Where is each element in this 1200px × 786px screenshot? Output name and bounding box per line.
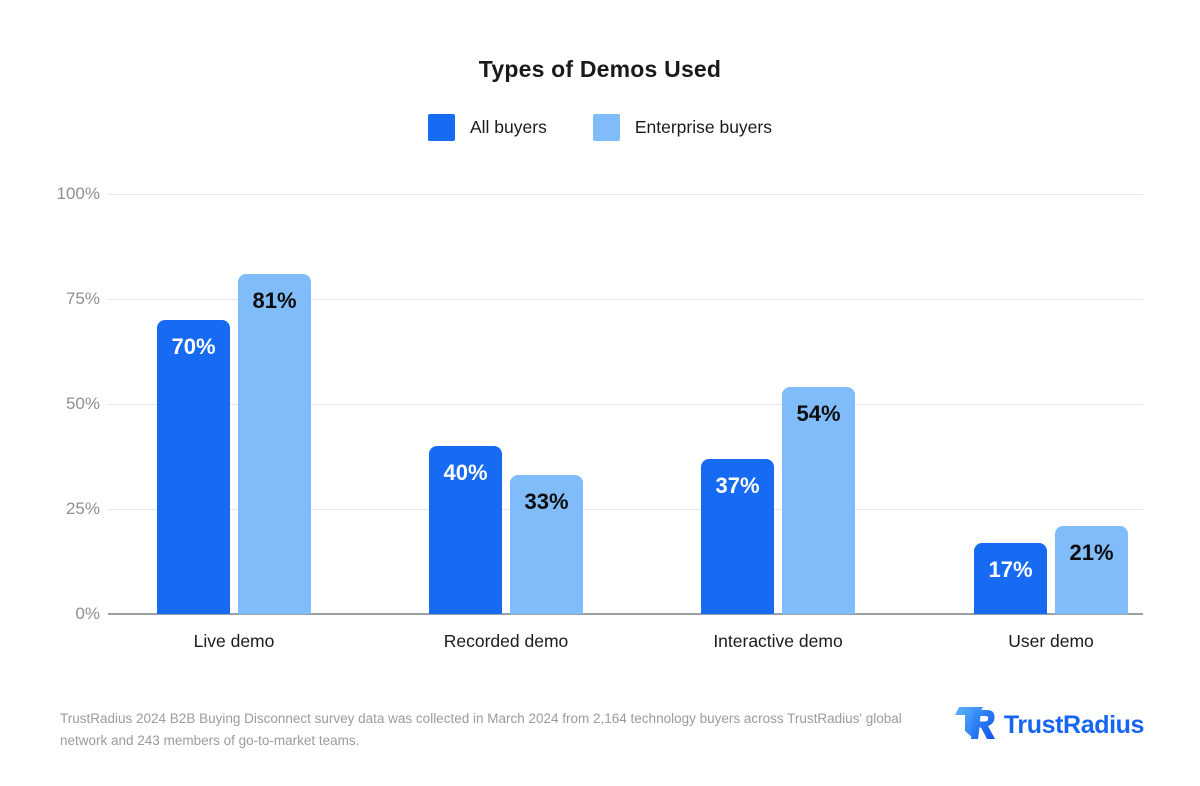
bar-value-label: 21% (1069, 539, 1114, 565)
y-tick-label-25: 25% (65, 499, 100, 518)
y-tick-label-50: 50% (65, 394, 100, 413)
bar-group-interactive-demo: 37% 54% (701, 194, 855, 614)
gridline-50 (108, 404, 1143, 405)
legend-label: All buyers (470, 117, 547, 137)
x-category-label-user-demo: User demo (1008, 631, 1094, 651)
bar-value-label: 33% (524, 489, 569, 515)
brand-wordmark: TrustRadius (1003, 711, 1144, 739)
gridline-100 (108, 194, 1143, 195)
bar-enterprise-buyers-live-demo: 81% (238, 273, 311, 614)
trustradius-logo-icon (951, 702, 997, 749)
bar-enterprise-buyers-user-demo: 21% (1055, 525, 1128, 614)
y-tick-label-100: 100% (56, 184, 100, 203)
bar-all-buyers-live-demo: 70% (157, 320, 230, 614)
bar-all-buyers-interactive-demo: 37% (701, 458, 774, 614)
chart-legend: All buyers Enterprise buyers (0, 114, 1200, 141)
brand-lockup: TrustRadius (951, 702, 1144, 749)
bar-value-label: 37% (715, 472, 760, 498)
legend-swatch (592, 114, 620, 141)
legend-item-enterprise-buyers: Enterprise buyers (592, 114, 772, 141)
bar-value-label: 54% (796, 401, 841, 427)
bar-all-buyers-user-demo: 17% (974, 542, 1047, 614)
chart-title: Types of Demos Used (478, 56, 722, 82)
y-tick-label-0: 0% (75, 604, 100, 623)
bar-group-user-demo: 17% 21% (974, 194, 1128, 614)
plot-area: 100% 75% 50% 25% 0% 70% 81% Live demo 40% 33% Reco… (57, 184, 1143, 651)
x-category-label-live-demo: Live demo (193, 631, 275, 651)
bar-group-live-demo: 70% 81% (157, 194, 311, 614)
source-note: TrustRadius 2024 B2B Buying Disconnect s… (60, 708, 940, 751)
bar-value-label: 81% (252, 287, 297, 313)
bar-value-label: 17% (988, 556, 1033, 582)
bar-group-recorded-demo: 40% 33% (429, 194, 583, 614)
x-category-label-recorded-demo: Recorded demo (443, 631, 569, 651)
bar-enterprise-buyers-recorded-demo: 33% (510, 475, 583, 614)
legend-item-all-buyers: All buyers (428, 114, 547, 141)
x-category-label-interactive-demo: Interactive demo (713, 631, 843, 651)
bar-all-buyers-recorded-demo: 40% (429, 446, 502, 614)
bar-value-label: 70% (171, 334, 216, 359)
legend-swatch (428, 114, 455, 141)
bar-value-label: 40% (443, 460, 488, 485)
legend-label: Enterprise buyers (634, 117, 772, 137)
gridline-75 (108, 299, 1143, 300)
bar-enterprise-buyers-interactive-demo: 54% (782, 387, 855, 614)
source-note-line-2: network and 243 members of go-to-market … (60, 732, 360, 748)
y-tick-label-75: 75% (65, 289, 100, 308)
source-note-line-1: TrustRadius 2024 B2B Buying Disconnect s… (60, 711, 902, 726)
gridline-25 (108, 509, 1143, 510)
x-axis-line (108, 613, 1143, 615)
